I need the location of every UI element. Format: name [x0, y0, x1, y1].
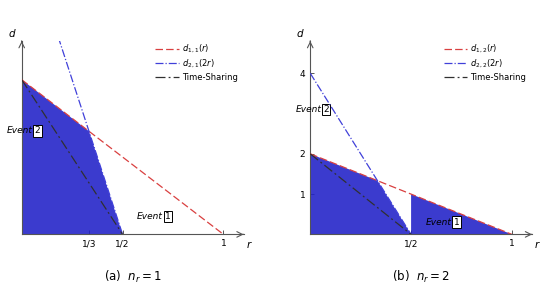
Text: Event: Event: [7, 126, 33, 135]
Time-Sharing: [66, 151, 73, 155]
$d_{1,1}(r)$: [18, 78, 25, 81]
Time-Sharing: [408, 233, 414, 236]
Text: 1: 1: [453, 218, 459, 227]
Line: $d_{2,2}(2r)$: $d_{2,2}(2r)$: [310, 73, 411, 234]
$d_{1,2}(r)$: [416, 196, 422, 199]
Text: $r$: $r$: [534, 239, 541, 250]
Line: $d_{1,1}(r)$: $d_{1,1}(r)$: [22, 80, 224, 234]
$d_{2,2}(2r)$: [390, 204, 396, 207]
$d_{1,1}(r)$: [114, 151, 121, 155]
$d_{1,2}(r)$: [403, 190, 409, 194]
Time-Sharing: [362, 196, 368, 199]
$d_{2,1}(2r)$: [117, 225, 123, 229]
$d_{2,1}(2r)$: [73, 91, 80, 94]
Line: $d_{1,2}(r)$: $d_{1,2}(r)$: [310, 154, 512, 234]
$d_{2,1}(2r)$: [67, 72, 73, 76]
Time-Sharing: [356, 191, 362, 194]
$d_{1,2}(r)$: [307, 152, 313, 156]
Time-Sharing: [101, 205, 108, 208]
Text: Event: Event: [137, 212, 163, 221]
Title: (b)  $n_r = 2$: (b) $n_r = 2$: [392, 269, 450, 285]
Time-Sharing: [367, 200, 374, 204]
$d_{2,1}(2r)$: [119, 233, 126, 236]
$d_{2,2}(2r)$: [406, 229, 412, 232]
$d_{1,1}(r)$: [216, 229, 222, 232]
$d_{1,1}(r)$: [184, 205, 191, 208]
$d_{1,1}(r)$: [128, 162, 134, 165]
Legend: $d_{1,1}(r)$, $d_{2,1}(2r)$, Time-Sharing: $d_{1,1}(r)$, $d_{2,1}(2r)$, Time-Sharin…: [154, 41, 239, 83]
Text: Event: Event: [426, 218, 451, 227]
Text: $d$: $d$: [8, 27, 16, 39]
$d_{2,2}(2r)$: [307, 71, 313, 75]
Time-Sharing: [406, 231, 412, 234]
$d_{1,2}(r)$: [427, 200, 433, 204]
$d_{2,2}(2r)$: [367, 167, 374, 171]
$d_{1,2}(r)$: [504, 231, 510, 234]
Legend: $d_{1,2}(r)$, $d_{2,2}(2r)$, Time-Sharing: $d_{1,2}(r)$, $d_{2,2}(2r)$, Time-Sharin…: [442, 41, 528, 83]
$d_{2,2}(2r)$: [408, 233, 414, 236]
Line: Time-Sharing: Time-Sharing: [310, 154, 411, 234]
$d_{2,2}(2r)$: [362, 159, 368, 162]
Text: Event: Event: [295, 105, 321, 114]
Time-Sharing: [307, 152, 313, 156]
$d_{1,1}(r)$: [138, 170, 145, 173]
Text: 2: 2: [35, 126, 41, 135]
Time-Sharing: [79, 170, 85, 173]
$d_{2,1}(2r)$: [79, 108, 85, 111]
Time-Sharing: [73, 162, 80, 165]
Text: $r$: $r$: [245, 239, 252, 250]
$d_{2,1}(2r)$: [101, 177, 108, 180]
$d_{1,1}(r)$: [220, 233, 227, 236]
$d_{1,2}(r)$: [404, 191, 411, 194]
Time-Sharing: [117, 229, 123, 232]
$d_{1,2}(r)$: [509, 233, 515, 236]
$d_{2,2}(2r)$: [355, 148, 362, 151]
$d_{2,2}(2r)$: [356, 149, 362, 153]
$d_{1,2}(r)$: [472, 218, 479, 222]
Text: 2: 2: [323, 105, 329, 114]
Text: $d$: $d$: [296, 27, 305, 39]
Time-Sharing: [119, 233, 126, 236]
Polygon shape: [22, 80, 123, 234]
$d_{2,1}(2r)$: [66, 70, 73, 74]
Time-Sharing: [355, 190, 362, 194]
Polygon shape: [310, 154, 512, 234]
Title: (a)  $n_r = 1$: (a) $n_r = 1$: [104, 269, 162, 285]
Time-Sharing: [390, 218, 396, 222]
$d_{1,1}(r)$: [116, 152, 122, 156]
Text: 1: 1: [165, 212, 171, 221]
Line: Time-Sharing: Time-Sharing: [22, 80, 123, 234]
Time-Sharing: [18, 78, 25, 81]
Line: $d_{2,1}(2r)$: $d_{2,1}(2r)$: [22, 0, 123, 234]
Time-Sharing: [67, 152, 73, 156]
